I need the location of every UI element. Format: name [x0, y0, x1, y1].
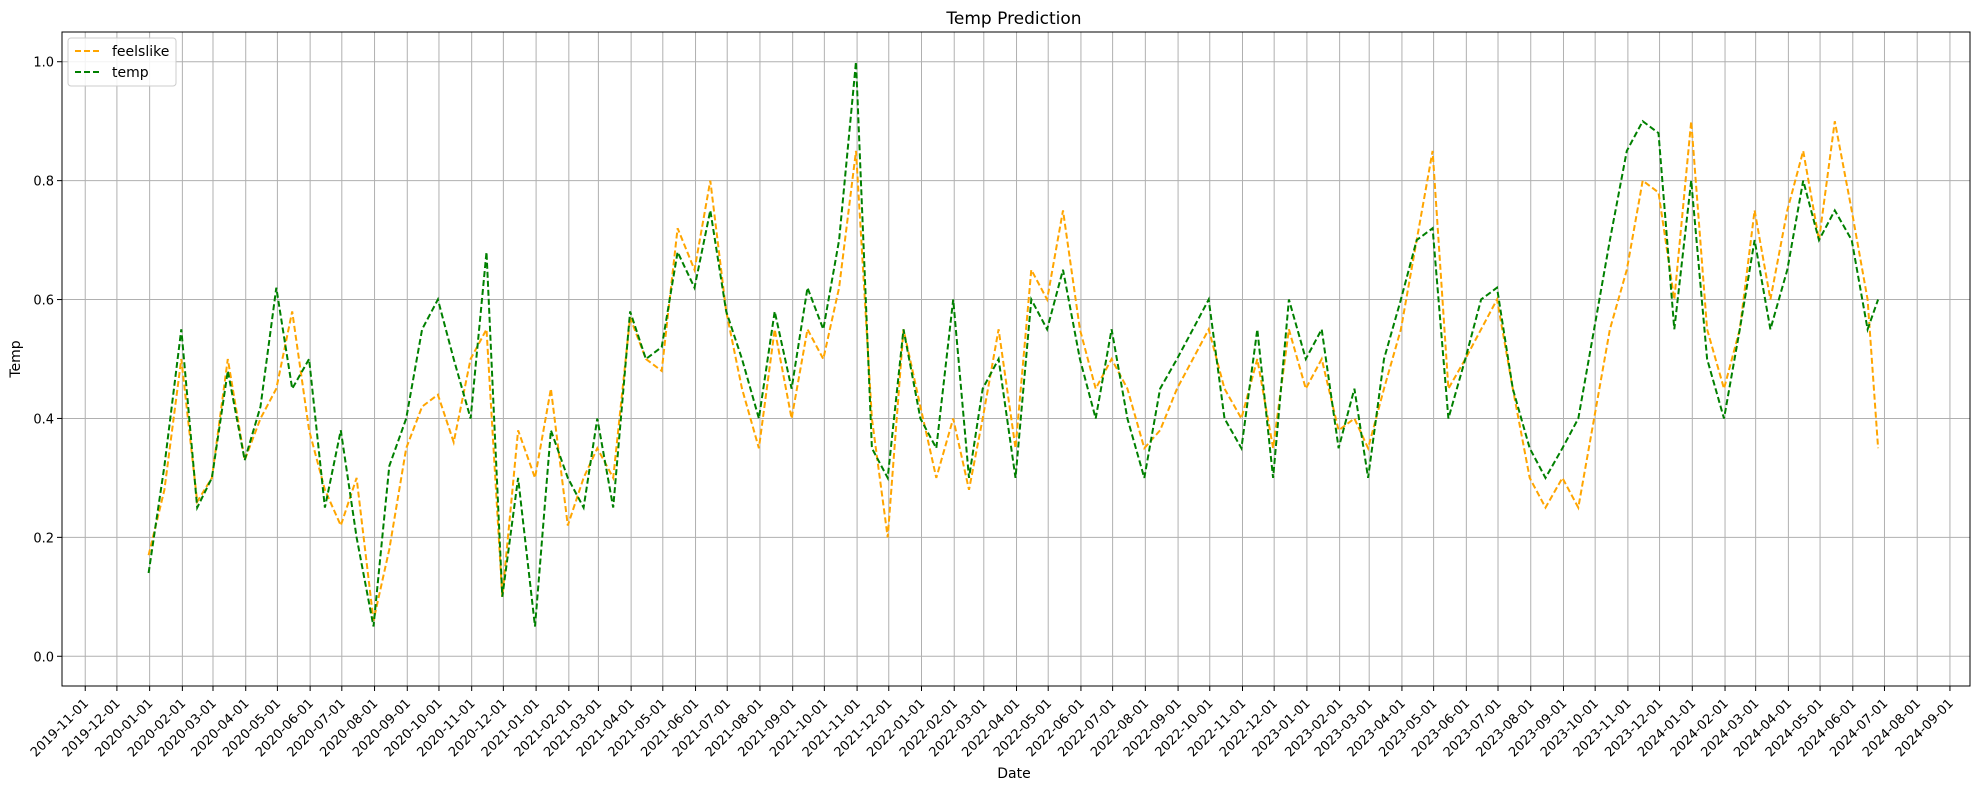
series-line-feelslike — [147, 121, 1880, 621]
plot-frame — [61, 31, 1971, 687]
y-tick-label: 0.6 — [33, 294, 54, 309]
x-axis-label: Date — [997, 766, 1030, 782]
y-tick-label: 0.2 — [33, 531, 54, 546]
grid-lines — [62, 32, 1970, 686]
legend-label-feelslike: feelslike — [112, 44, 169, 60]
series-layer — [147, 61, 1880, 627]
y-tick-label: 0.8 — [33, 175, 54, 190]
y-axis-label: Temp — [8, 340, 24, 378]
y-tick-label: 1.0 — [33, 56, 54, 71]
y-axis: 0.0 0.2 0.4 0.6 0.8 1.0 — [33, 56, 62, 665]
x-axis: 2019-11-012019-12-012020-01-012020-02-01… — [28, 686, 1957, 760]
legend: feelslike temp — [67, 37, 177, 87]
chart-title: Temp Prediction — [945, 9, 1081, 29]
y-tick-label: 0.0 — [33, 650, 54, 665]
legend-label-temp: temp — [112, 65, 149, 81]
series-line-temp — [147, 61, 1880, 627]
y-tick-label: 0.4 — [33, 412, 54, 427]
